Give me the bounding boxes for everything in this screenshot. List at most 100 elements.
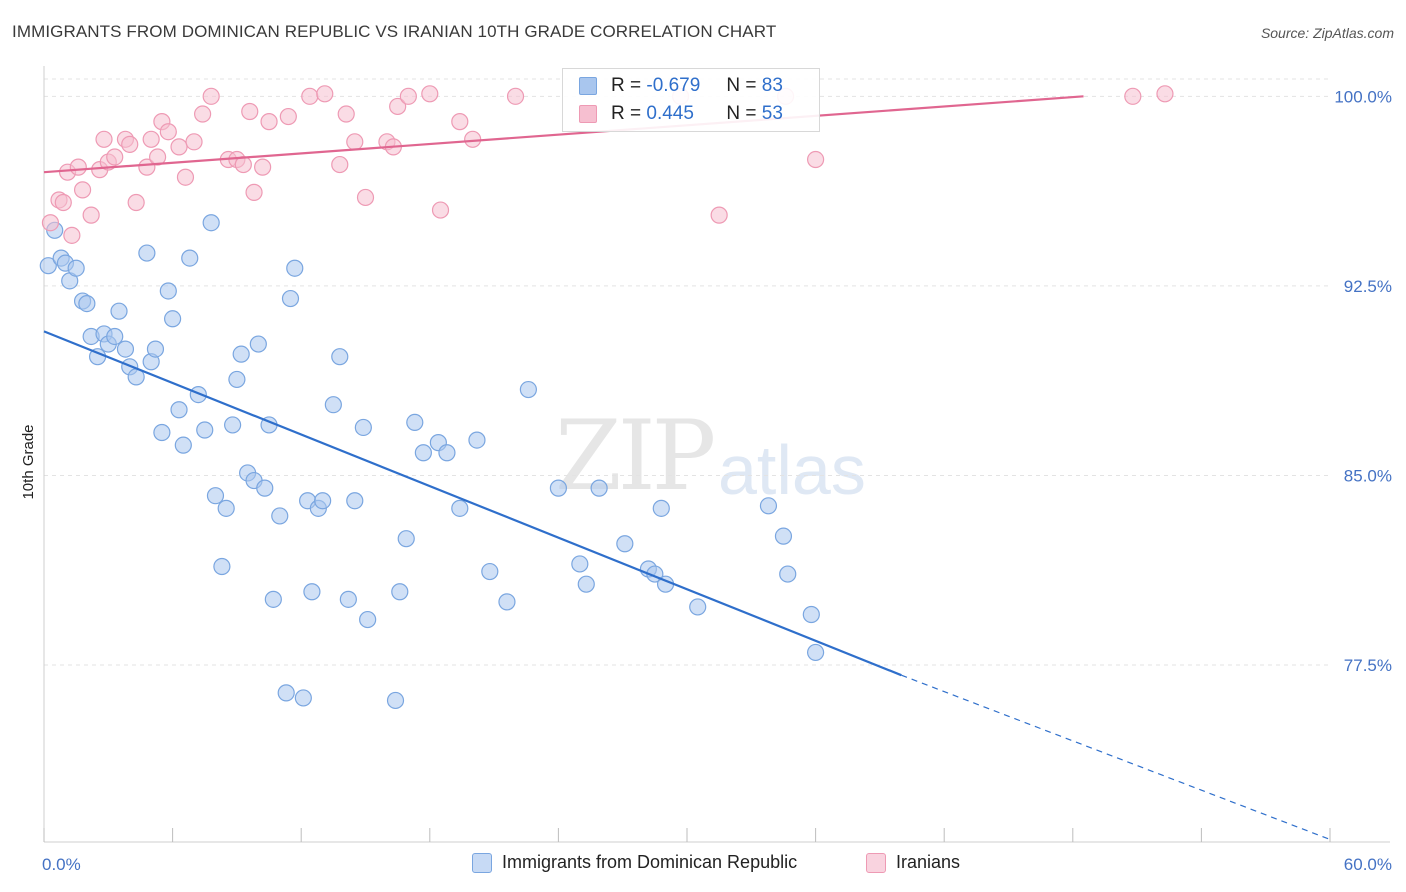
data-point — [142, 130, 160, 148]
data-point — [277, 684, 295, 702]
legend-swatch-blue — [579, 77, 597, 95]
data-point — [386, 691, 405, 710]
y-tick-labels: 77.5% 85.0% 92.5% 100.0% — [1334, 87, 1392, 675]
data-point — [159, 123, 177, 141]
y-axis-label: 10th Grade — [20, 424, 37, 499]
watermark-atlas: atlas — [718, 431, 866, 509]
data-point — [389, 97, 407, 116]
data-point — [279, 107, 297, 126]
data-point — [549, 479, 568, 497]
data-point — [176, 168, 195, 186]
y-tick-label: 100.0% — [1334, 87, 1392, 106]
data-point — [506, 87, 525, 105]
data-point — [54, 193, 72, 212]
series-legend-iranian: Iranians — [866, 852, 960, 873]
data-point — [159, 282, 177, 300]
data-point — [354, 418, 372, 437]
data-point — [451, 499, 469, 517]
data-point — [228, 370, 246, 389]
trend-line-dominican — [43, 330, 902, 677]
data-point — [710, 206, 728, 224]
data-point — [391, 583, 409, 601]
data-point — [397, 530, 415, 548]
watermark-zip: ZIP — [555, 400, 716, 512]
data-point — [421, 85, 439, 103]
x-tick-label-end: 60.0% — [1344, 855, 1392, 874]
data-point — [324, 396, 342, 414]
data-point — [116, 340, 135, 358]
data-point — [303, 583, 321, 601]
legend-n-label: N = — [726, 75, 757, 96]
data-point — [232, 345, 250, 363]
x-tick-labels: 0.0% 60.0% — [42, 855, 1392, 874]
data-point — [67, 259, 85, 277]
data-point — [138, 158, 156, 176]
data-point — [689, 598, 707, 616]
data-point — [481, 562, 499, 581]
data-point — [174, 436, 192, 454]
data-point — [264, 590, 282, 608]
data-point — [82, 206, 100, 224]
data-point — [185, 133, 203, 151]
data-point — [652, 499, 670, 517]
data-point — [406, 413, 424, 432]
legend-r-value: -0.679 — [646, 75, 701, 96]
series-dominican-points — [39, 214, 825, 710]
legend-n-value: 53 — [761, 103, 783, 124]
data-point — [294, 689, 312, 707]
series-legend-label: Immigrants from Dominican Republic — [502, 852, 798, 872]
legend-row-dominican: R = -0.679 N = 83 — [579, 73, 783, 99]
data-point — [170, 138, 188, 156]
data-point — [802, 605, 820, 624]
data-point — [590, 479, 608, 497]
series-legend-label: Iranians — [896, 852, 961, 872]
trend-line-iranian — [43, 95, 1084, 174]
data-point — [464, 130, 482, 148]
data-point — [759, 497, 778, 515]
data-point — [616, 535, 634, 553]
series-legend-dominican: Immigrants from Dominican Republic — [472, 852, 797, 873]
data-point — [213, 557, 231, 576]
x-tick-label-start: 0.0% — [42, 855, 81, 874]
data-point — [431, 201, 450, 219]
data-point — [1124, 87, 1142, 105]
data-point — [95, 130, 113, 148]
data-point — [774, 527, 793, 545]
data-point — [164, 310, 182, 328]
data-point — [217, 499, 235, 517]
data-point — [359, 610, 377, 629]
data-point — [146, 340, 165, 358]
data-point — [194, 105, 212, 123]
data-point — [73, 181, 92, 199]
data-point — [127, 193, 145, 212]
data-point — [63, 226, 81, 244]
data-point — [316, 85, 334, 103]
series-legend: Immigrants from Dominican Republic Irani… — [0, 852, 1406, 878]
legend-r-label: R = — [611, 75, 642, 96]
legend-n-value: 83 — [761, 75, 783, 96]
data-point — [1156, 85, 1174, 103]
data-point — [206, 487, 225, 505]
legend-row-iranian: R = 0.445 N = 53 — [579, 101, 783, 127]
data-point — [241, 102, 259, 121]
chart-title: IMMIGRANTS FROM DOMINICAN REPUBLIC VS IR… — [12, 22, 777, 41]
data-point — [314, 492, 332, 510]
data-point — [399, 87, 417, 105]
data-point — [571, 555, 589, 573]
series-swatch-blue — [472, 852, 492, 873]
data-point — [451, 113, 469, 131]
data-point — [254, 158, 272, 176]
data-point — [414, 444, 432, 462]
data-point — [346, 492, 364, 510]
data-point — [41, 214, 60, 232]
data-point — [78, 295, 96, 313]
data-point — [468, 431, 486, 449]
data-point — [286, 259, 304, 277]
data-point — [39, 257, 57, 275]
data-point — [121, 135, 139, 153]
data-point — [153, 423, 171, 442]
correlation-legend: R = -0.679 N = 83 R = 0.445 N = 53 — [562, 68, 820, 132]
data-point — [181, 249, 199, 267]
data-point — [339, 590, 357, 608]
